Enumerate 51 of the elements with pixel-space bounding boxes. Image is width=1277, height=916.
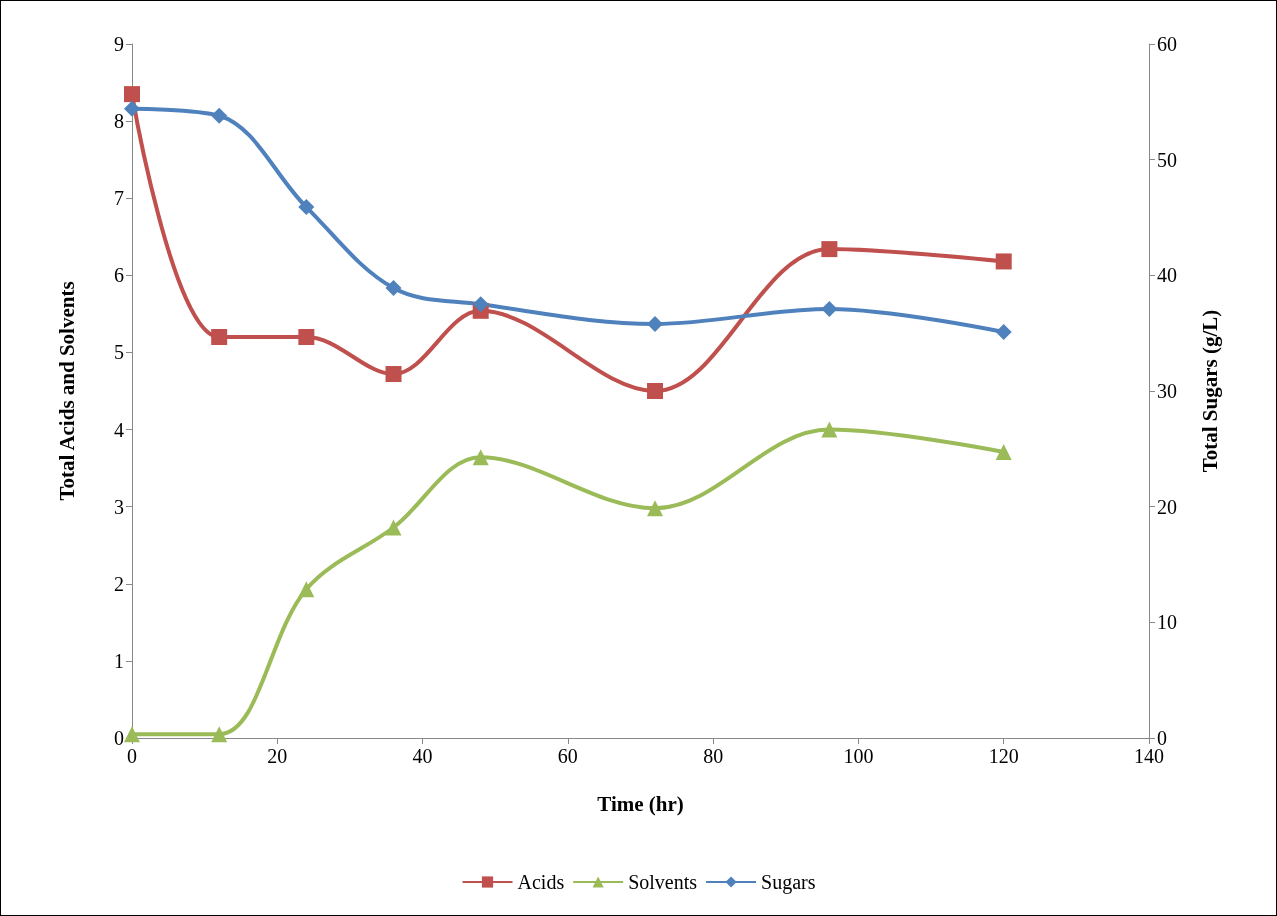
point	[385, 519, 402, 536]
x-axis-title: Time (hr)	[597, 791, 684, 816]
y-tick-label: 8	[114, 110, 124, 133]
y-tick-label: 2	[114, 572, 124, 595]
legend-label: Solvents	[628, 871, 698, 893]
x-tick-label: 80	[703, 745, 724, 767]
point	[647, 383, 664, 399]
point	[211, 726, 228, 743]
point	[821, 421, 838, 438]
y-tick-label: 5	[114, 341, 124, 364]
point	[124, 100, 140, 117]
point	[472, 296, 489, 313]
point	[124, 726, 140, 743]
y2-tick-label: 50	[1157, 148, 1177, 171]
point	[211, 329, 228, 346]
point	[298, 329, 315, 346]
y2-tick-label: 40	[1157, 264, 1177, 287]
point	[298, 581, 315, 598]
y-tick-label: 7	[114, 187, 124, 210]
legend-label: Acids	[517, 871, 565, 893]
y2-tick-label: 30	[1157, 380, 1177, 402]
point	[472, 449, 489, 466]
y-axis-title: Total Acids and Solvents	[54, 281, 79, 501]
point	[124, 86, 140, 103]
y-tick-label: 6	[114, 264, 124, 287]
point	[211, 107, 228, 124]
y-tick-label: 3	[114, 495, 124, 518]
point	[821, 241, 838, 258]
x-tick-label: 20	[267, 745, 288, 767]
point	[385, 280, 402, 297]
point	[995, 324, 1012, 341]
y-tick-label: 0	[114, 727, 124, 749]
y-tick-label: 1	[114, 649, 124, 672]
point	[647, 500, 664, 517]
point	[995, 443, 1012, 460]
x-tick-label: 40	[412, 745, 433, 767]
y2-tick-label: 10	[1157, 611, 1177, 634]
point	[995, 253, 1012, 270]
point	[647, 315, 664, 332]
y2-tick-label: 20	[1157, 495, 1177, 518]
x-tick-label: 60	[557, 745, 578, 767]
x-tick-label: 100	[843, 745, 874, 767]
y-tick-label: 4	[114, 418, 124, 441]
point	[298, 199, 315, 216]
point	[821, 300, 838, 317]
y-tick-label: 9	[114, 33, 124, 55]
legend-label: Sugars	[761, 871, 816, 894]
y2-tick-label: 60	[1157, 33, 1177, 55]
y2-axis-title: Total Sugars (g/L)	[1197, 309, 1222, 473]
point	[385, 366, 402, 383]
x-tick-label: 120	[988, 745, 1019, 767]
